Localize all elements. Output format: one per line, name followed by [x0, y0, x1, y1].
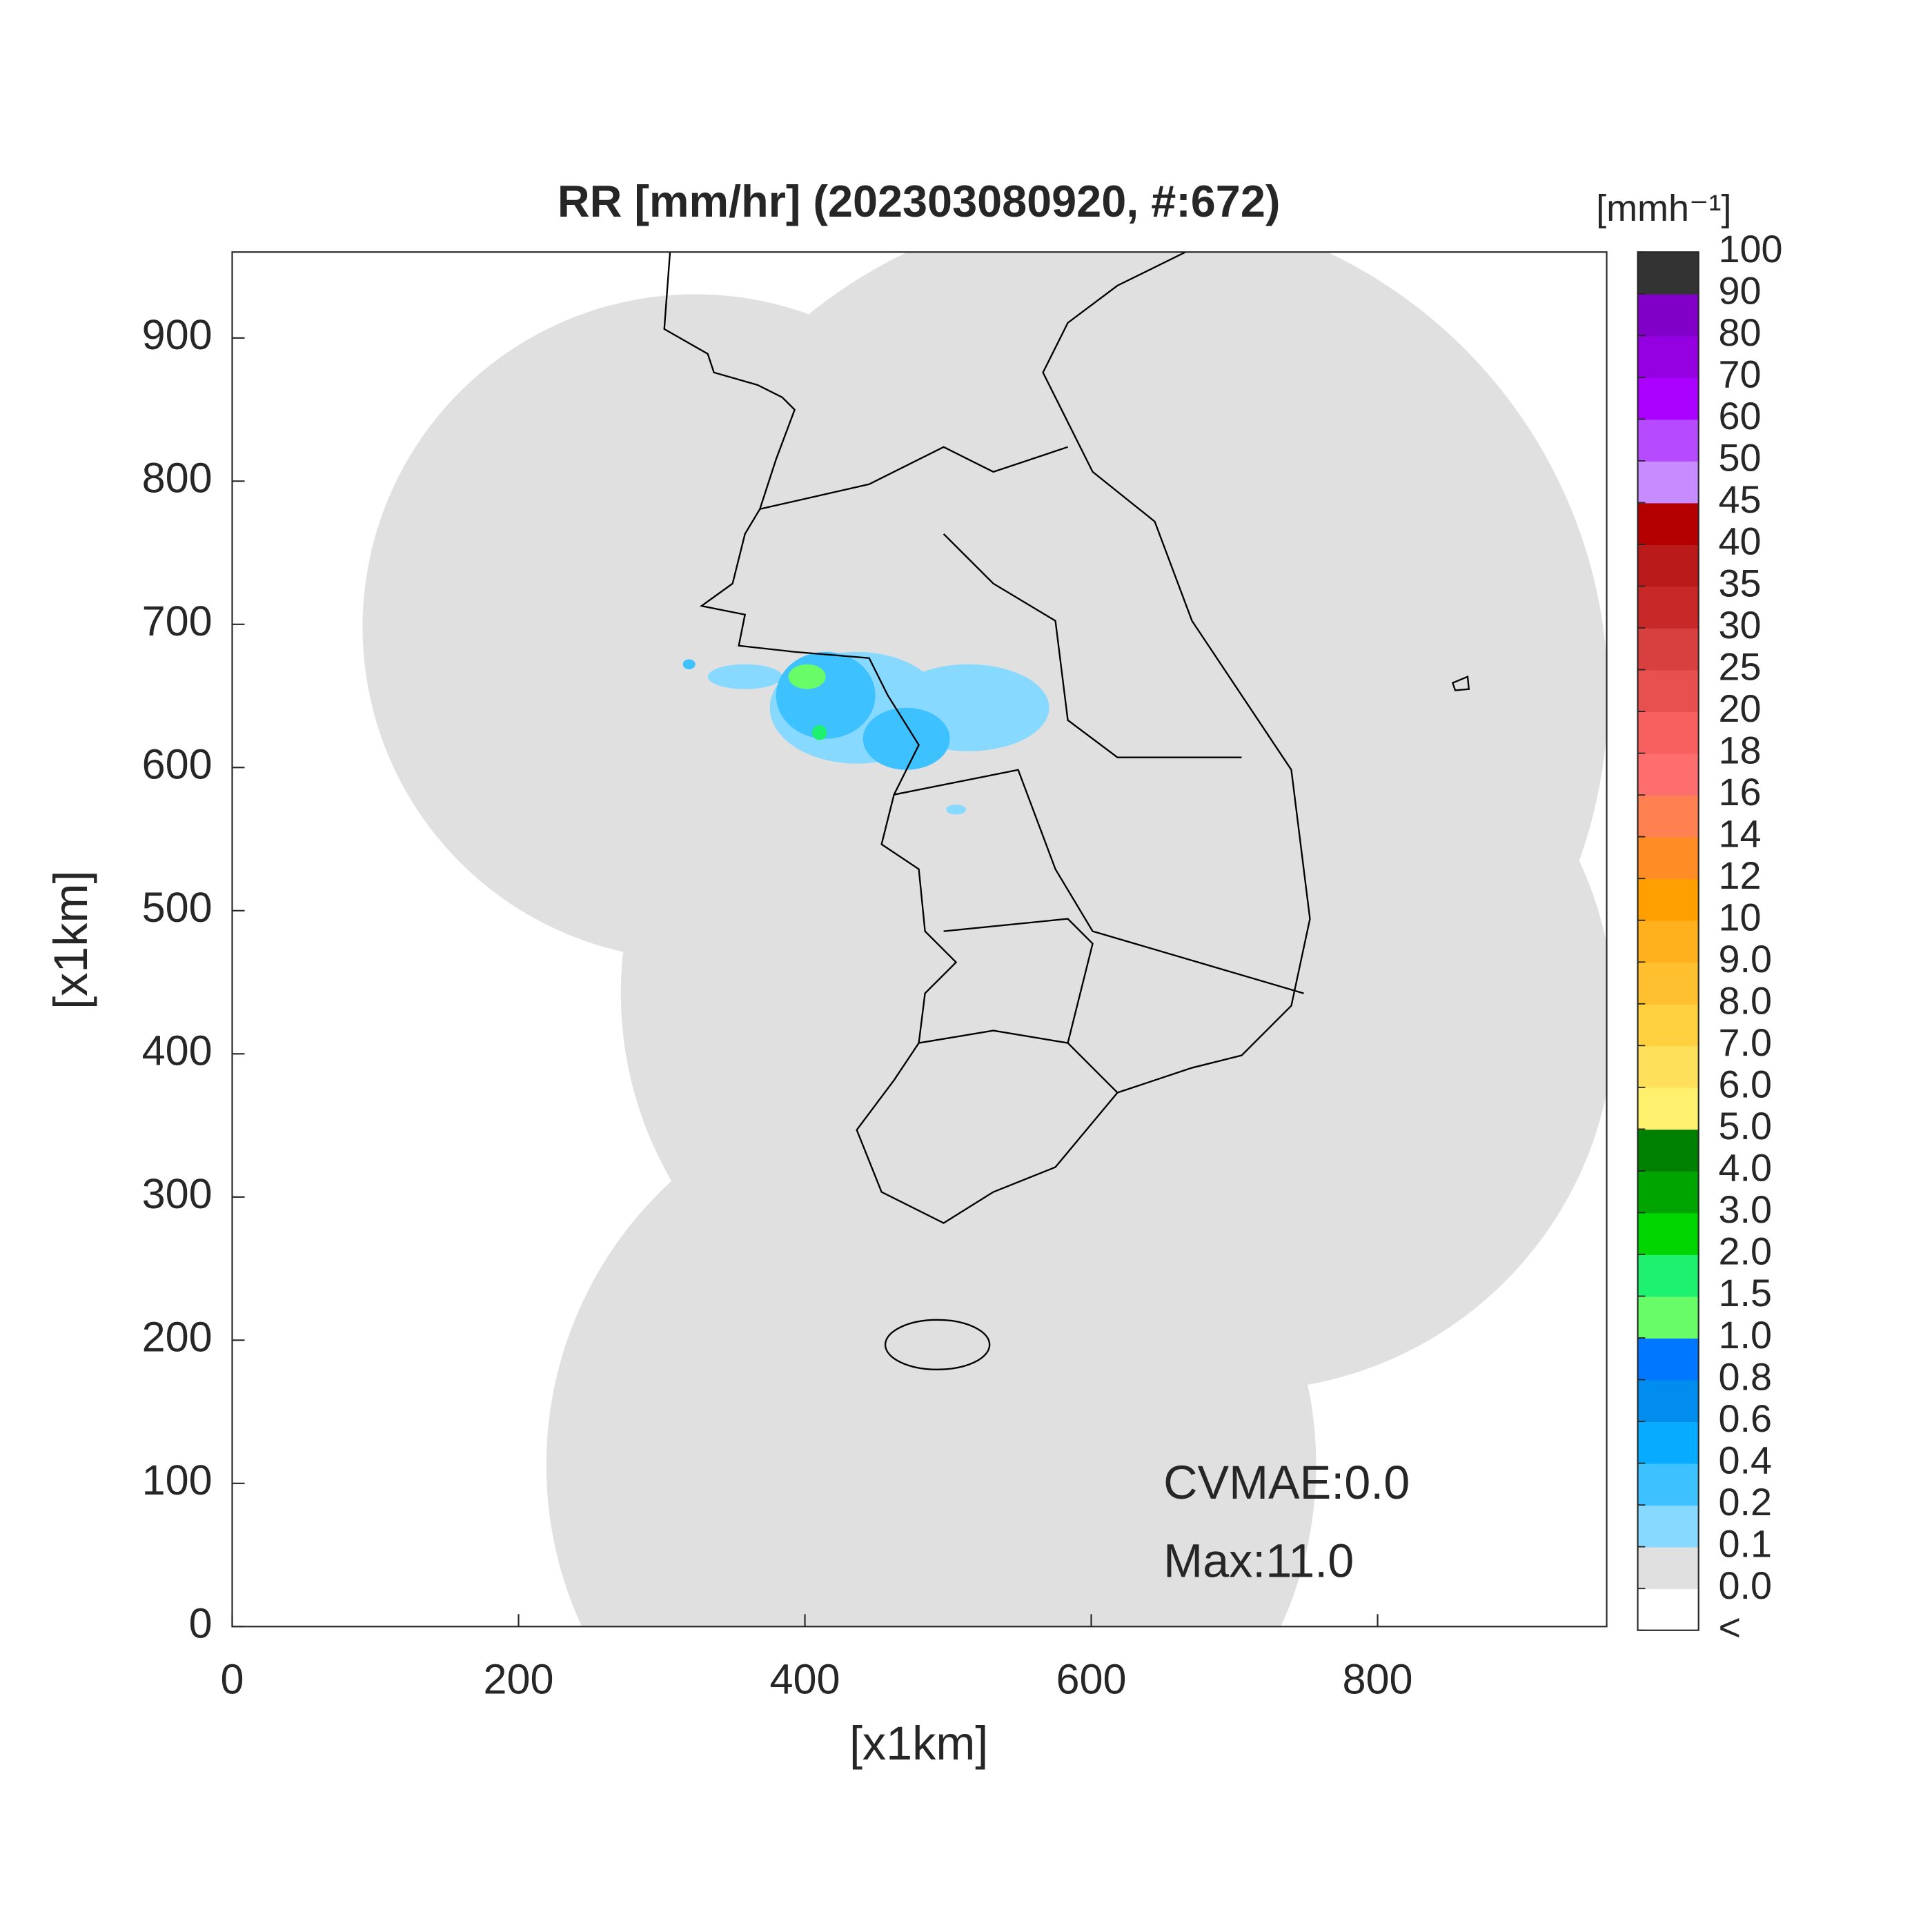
colorbar-bin — [1637, 419, 1699, 462]
x-tick-label: 400 — [769, 1655, 840, 1702]
colorbar-tick-label: 4.0 — [1718, 1147, 1772, 1190]
plot-frame — [231, 251, 1608, 1628]
colorbar-bin — [1637, 795, 1699, 838]
colorbar-bin — [1637, 1421, 1699, 1464]
colorbar-tick-label: 0.1 — [1718, 1522, 1772, 1565]
colorbar-tick-label: 10 — [1718, 896, 1761, 938]
rain-echo — [682, 651, 1049, 815]
x-axis-label: [x1km] — [849, 1717, 988, 1770]
y-axis-label: [x1km] — [45, 871, 97, 1009]
colorbar-frame — [1637, 251, 1699, 1631]
annotation: Max:11.0 — [1163, 1535, 1354, 1587]
colorbar-bin — [1637, 669, 1699, 713]
colorbar-bin — [1637, 1045, 1699, 1088]
colorbar-tick-label: 3.0 — [1718, 1188, 1772, 1231]
colorbar-bin — [1637, 753, 1699, 796]
y-tick-label: 100 — [142, 1457, 213, 1504]
colorbar-bin — [1637, 252, 1699, 295]
colorbar-tick-label: 1.0 — [1718, 1314, 1772, 1357]
colorbar-bin — [1637, 377, 1699, 420]
y-tick-label: 800 — [142, 454, 213, 501]
colorbar-tick-label: 40 — [1718, 520, 1761, 563]
colorbar-tick-label: 14 — [1718, 812, 1761, 855]
y-tick-label: 600 — [142, 740, 213, 787]
y-tick-label: 300 — [142, 1170, 213, 1217]
y-tick-label: 900 — [142, 311, 213, 358]
colorbar-tick-label: 70 — [1718, 353, 1761, 396]
colorbar-bin — [1637, 335, 1699, 378]
colorbar-tick-label: < — [1718, 1606, 1741, 1648]
y-tick-label: 400 — [142, 1027, 213, 1074]
colorbar-bin — [1637, 1588, 1699, 1631]
y-tick-label: 700 — [142, 598, 213, 644]
colorbar-tick-label: 35 — [1718, 562, 1761, 604]
colorbar-tick-label: 20 — [1718, 687, 1761, 730]
colorbar-tick-label: 12 — [1718, 854, 1761, 897]
colorbar-bin — [1637, 1379, 1699, 1422]
colorbar-tick-label: 0.6 — [1718, 1397, 1772, 1440]
colorbar-bin — [1637, 711, 1699, 754]
colorbar-tick-label: 5.0 — [1718, 1105, 1772, 1147]
colorbar-tick-label: 9.0 — [1718, 938, 1772, 980]
colorbar-tick-label: 1.5 — [1718, 1272, 1772, 1314]
colorbar-bin — [1637, 1212, 1699, 1255]
colorbar-tick-label: 0.4 — [1718, 1439, 1772, 1481]
y-tick-label: 500 — [142, 884, 213, 931]
colorbar-bin — [1637, 1463, 1699, 1506]
colorbar-bin — [1637, 502, 1699, 545]
colorbar-tick-label: 16 — [1718, 771, 1761, 814]
radar-coverage — [362, 252, 1607, 1627]
colorbar-bin — [1637, 544, 1699, 587]
colorbar-bin — [1637, 1505, 1699, 1548]
colorbar-tick-label: 18 — [1718, 729, 1761, 771]
colorbar-bin — [1637, 920, 1699, 963]
colorbar-bin — [1637, 1170, 1699, 1214]
colorbar-tick-label: 2.0 — [1718, 1230, 1772, 1273]
colorbar-tick-label: 7.0 — [1718, 1021, 1772, 1064]
colorbar-bin — [1637, 293, 1699, 337]
coastline — [663, 252, 1470, 1371]
colorbar-tick-label: 25 — [1718, 645, 1761, 688]
x-tick-label: 800 — [1342, 1655, 1412, 1702]
x-tick-label: 200 — [483, 1655, 553, 1702]
colorbar-bin — [1637, 1129, 1699, 1172]
colorbar-tick-label: 0.8 — [1718, 1355, 1772, 1398]
colorbar-bin — [1637, 1546, 1699, 1590]
colorbar-tick-label: 90 — [1718, 270, 1761, 313]
colorbar-tick-label: 100 — [1718, 228, 1782, 270]
colorbar-bin — [1637, 878, 1699, 921]
colorbar-tick-label: 45 — [1718, 478, 1761, 521]
colorbar-bin — [1637, 1338, 1699, 1381]
colorbar-unit: [mmh⁻¹] — [1596, 188, 1731, 229]
y-tick-label: 200 — [142, 1313, 213, 1360]
colorbar-tick-label: 0.0 — [1718, 1564, 1772, 1607]
annotation: CVMAE:0.0 — [1163, 1457, 1410, 1509]
colorbar-bin — [1637, 962, 1699, 1005]
x-tick-label: 600 — [1056, 1655, 1126, 1702]
colorbar-bin — [1637, 836, 1699, 880]
colorbar-tick-label: 0.2 — [1718, 1481, 1772, 1524]
colorbar-tick-label: 8.0 — [1718, 980, 1772, 1023]
colorbar-bin — [1637, 1087, 1699, 1130]
colorbar-bin — [1637, 586, 1699, 629]
colorbar-tick-label: 6.0 — [1718, 1063, 1772, 1106]
colorbar-bin — [1637, 1003, 1699, 1047]
colorbar-bin — [1637, 1296, 1699, 1339]
colorbar-tick-label: 80 — [1718, 311, 1761, 354]
colorbar-bin — [1637, 1254, 1699, 1297]
map-area — [362, 252, 1607, 1627]
colorbar-tick-label: 30 — [1718, 604, 1761, 647]
colorbar-tick-label: 50 — [1718, 437, 1761, 480]
y-tick-label: 0 — [189, 1599, 213, 1646]
colorbar-bin — [1637, 460, 1699, 504]
chart-title: RR [mm/hr] (202303080920, #:672) — [558, 176, 1281, 226]
colorbar-bin — [1637, 628, 1699, 671]
colorbar-tick-label: 60 — [1718, 395, 1761, 437]
x-tick-label: 0 — [220, 1655, 244, 1702]
